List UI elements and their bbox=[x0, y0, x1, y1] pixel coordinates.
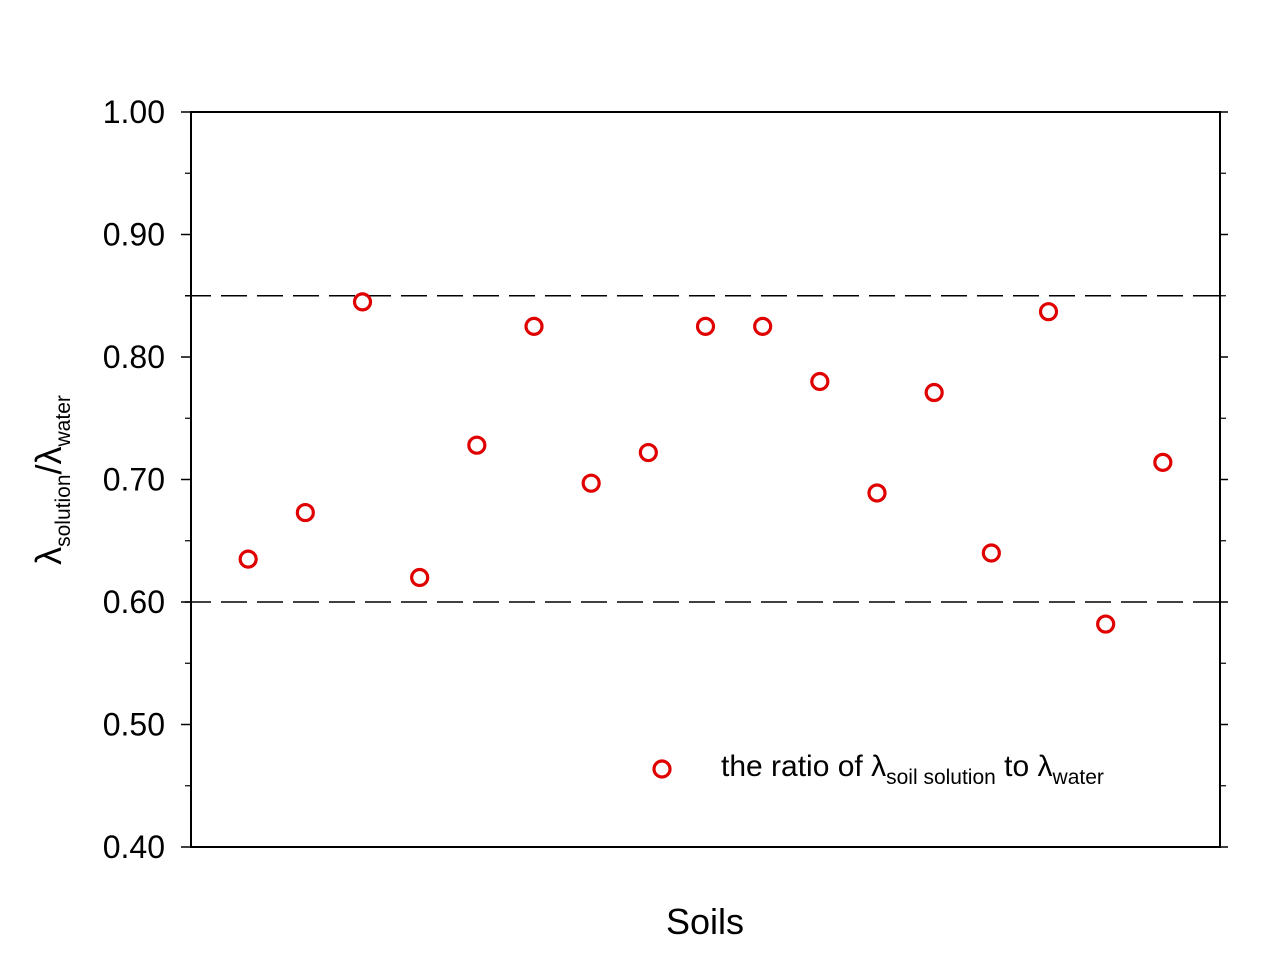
y-tick-label: 0.80 bbox=[103, 339, 165, 375]
y-tick-label: 0.50 bbox=[103, 707, 165, 743]
data-point bbox=[524, 316, 544, 336]
y-tick-label: 1.00 bbox=[103, 94, 165, 130]
data-point bbox=[1038, 302, 1059, 322]
y-axis: 0.40 0.50 0.60 0.70 0.80 0.90 1.00 bbox=[103, 94, 1228, 865]
data-point bbox=[410, 567, 430, 588]
data-points bbox=[238, 292, 1173, 634]
legend-label-subscript-1: soil solution bbox=[886, 766, 996, 789]
x-axis-title: Soils bbox=[666, 901, 744, 942]
data-point bbox=[295, 502, 315, 523]
data-point bbox=[810, 371, 830, 392]
plot-frame bbox=[190, 111, 1221, 848]
data-point bbox=[467, 435, 487, 455]
reference-lines bbox=[185, 295, 1227, 603]
y-axis-title-subscript-1: solution bbox=[52, 474, 75, 546]
legend-label-lambda-2: λ bbox=[1038, 750, 1053, 783]
y-axis-title-subscript-2: water bbox=[52, 395, 75, 447]
y-axis-title-slash: / bbox=[28, 464, 69, 474]
data-point bbox=[695, 316, 716, 336]
y-axis-title: λsolution/λwater bbox=[28, 395, 75, 565]
data-point bbox=[1153, 452, 1173, 472]
y-tick-label: 0.70 bbox=[103, 462, 165, 498]
legend-label-subscript-2: water bbox=[1052, 766, 1104, 789]
legend-marker bbox=[652, 759, 672, 779]
data-point bbox=[1096, 614, 1116, 634]
data-point bbox=[238, 549, 258, 569]
legend-label-lambda-1: λ bbox=[871, 750, 886, 783]
data-point bbox=[867, 483, 887, 503]
y-axis-title-lambda-1: λ bbox=[28, 547, 69, 565]
data-point bbox=[581, 473, 601, 493]
data-point bbox=[981, 543, 1001, 563]
data-point bbox=[924, 382, 944, 403]
legend: the ratio of λsoil solution to λwater bbox=[652, 750, 1104, 789]
data-point bbox=[638, 442, 658, 463]
data-point bbox=[352, 292, 373, 312]
legend-label: the ratio of λsoil solution to λwater bbox=[721, 750, 1104, 789]
data-point bbox=[753, 316, 773, 336]
y-tick-label: 0.40 bbox=[103, 829, 165, 865]
y-tick-label: 0.60 bbox=[103, 584, 165, 620]
legend-label-prefix: the ratio of bbox=[721, 750, 871, 783]
y-axis-title-lambda-2: λ bbox=[28, 446, 69, 464]
y-tick-label: 0.90 bbox=[103, 217, 165, 253]
legend-label-middle: to bbox=[996, 750, 1038, 783]
